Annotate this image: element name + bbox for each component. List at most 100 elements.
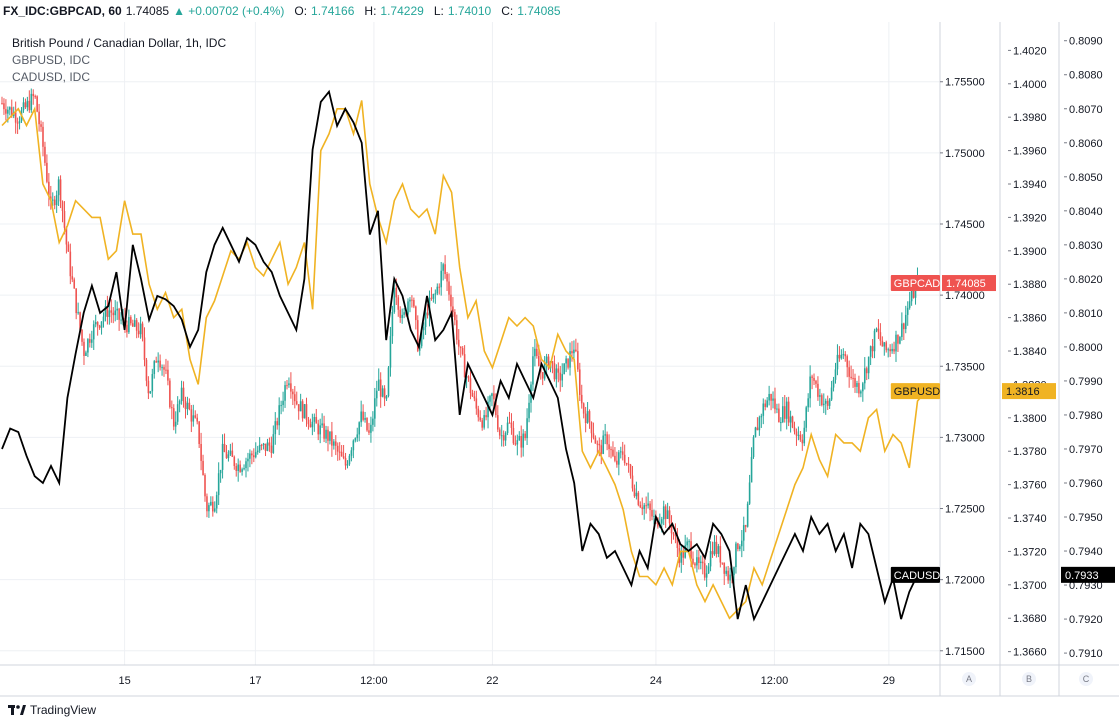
candle-body [108,310,111,317]
candle-body [258,444,261,451]
candle-body [768,393,770,401]
candle-body [746,503,749,527]
candle-body [145,359,148,381]
candle-body [131,323,134,327]
candle-body [334,441,337,446]
symbol-name[interactable]: FX_IDC:GBPCAD, 60 [3,4,122,18]
price-label-name: CADUSD [894,570,941,582]
last-price: 1.74085 [125,4,170,18]
candle-body [221,443,224,470]
candle-body [725,570,727,574]
candle-body [865,368,868,374]
candle-body [750,456,753,483]
time-tick-label: 17 [249,675,261,687]
candle-body [705,573,708,578]
candle-body [22,102,25,111]
candle-body [703,563,706,578]
legend-main-series[interactable]: British Pound / Canadian Dollar, 1h, IDC [12,36,227,50]
axis-c-tick-label: 0.8010 [1069,308,1103,320]
axis-c-button[interactable]: C [1079,672,1093,686]
candle-body [456,320,458,340]
axis-c-tick-label: 0.8040 [1069,206,1103,218]
candle-body [904,314,907,330]
candle-body [418,346,421,351]
candle-body [268,442,271,446]
candle-body [243,468,245,470]
candle-body [53,199,56,206]
price-label-value: 1.74085 [946,278,986,290]
candle-body [381,388,384,397]
candle-body [3,103,5,110]
candle-body [184,401,187,410]
candle-body [619,451,622,453]
candle-body [871,346,874,352]
axis-c-tick-label: 0.7970 [1069,444,1103,456]
candle-body [389,336,392,368]
candle-body [481,420,483,428]
legend-gbpusd[interactable]: GBPUSD, IDC [12,53,91,67]
axis-b-tick-label: 1.3760 [1013,480,1047,492]
axis-a-button[interactable]: A [962,672,976,686]
candle-body [280,405,282,407]
candle-body [42,126,44,147]
candle-body [696,557,698,566]
candle-body [278,405,280,426]
candle-body [85,352,87,357]
close-label: C: [501,4,514,18]
candle-body [362,411,364,420]
candle-body [399,309,402,318]
legend-cadusd[interactable]: CADUSD, IDC [12,70,91,84]
axis-a-tick-label: 1.73500 [945,361,985,373]
candle-body [877,328,880,333]
axis-b-button[interactable]: B [1022,672,1036,686]
candle-body [206,496,208,512]
price-label-name-box [890,275,940,292]
candle-body [559,372,562,381]
candle-body [305,404,308,420]
candle-body [547,356,550,369]
candle-body [7,109,9,114]
candle-body [789,416,792,423]
candle-body [764,403,767,407]
candle-body [489,396,491,402]
candle-body [81,329,83,342]
open-label: O: [294,4,308,18]
candle-body [286,385,288,387]
candle-body [89,339,91,343]
candle-body [758,417,761,431]
candle-body [545,356,548,364]
candle-body [875,328,878,331]
candle-body [90,339,93,343]
candle-body [133,320,136,327]
candle-body [908,301,911,308]
candle-body [813,377,815,381]
candle-body [342,456,345,458]
candle-body [707,566,710,574]
footer-brand[interactable]: TradingView [8,703,96,717]
candle-body [869,346,872,357]
candle-body [618,452,620,465]
candle-body [331,431,333,446]
candle-body [856,383,858,387]
candle-body [329,431,331,441]
candle-body [225,452,228,459]
candle-body [561,374,564,381]
candle-body [409,299,411,302]
candle-body [311,421,314,428]
candle-body [506,422,509,433]
candle-body [325,429,327,439]
candle-body [385,396,388,399]
candle-body [395,287,398,298]
open-value: 1.74166 [311,4,355,18]
candle-body [483,415,485,428]
candle-body [801,439,804,444]
candle-body [213,508,216,512]
candle-body [828,399,831,406]
candle-body [783,406,786,419]
candle-body [791,416,794,428]
candle-body [51,199,54,201]
axis-c-tick-label: 0.8090 [1069,36,1103,48]
candle-body [448,281,450,295]
candle-body [374,398,376,419]
